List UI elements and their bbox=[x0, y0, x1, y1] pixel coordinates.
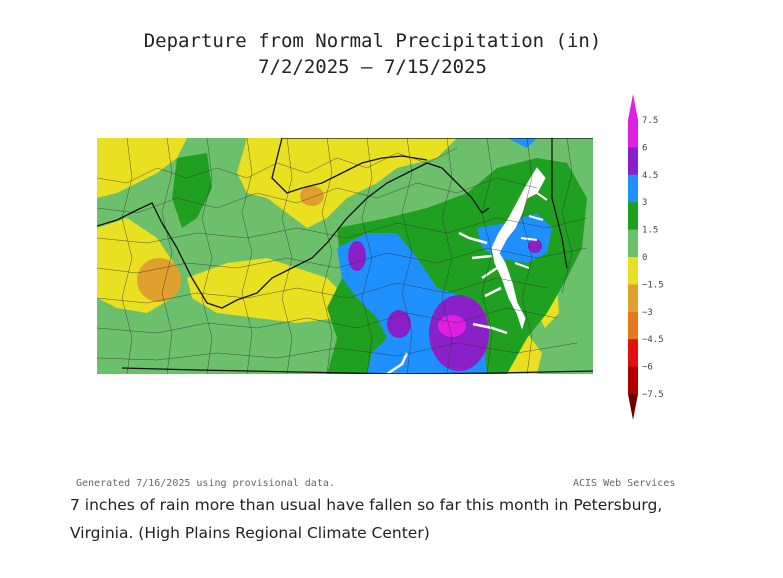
region-dark-green-north bbox=[172, 153, 212, 228]
region-orange-north bbox=[300, 186, 324, 206]
region-purple-bay bbox=[528, 239, 542, 253]
bay-inlet bbox=[386, 231, 508, 374]
region-yellow-northwest bbox=[97, 138, 187, 198]
legend-swatch bbox=[628, 174, 638, 203]
legend-swatch bbox=[628, 202, 638, 231]
source-credit: ACIS Web Services bbox=[573, 478, 676, 489]
legend-swatch bbox=[628, 229, 638, 258]
legend-swatch bbox=[628, 257, 638, 285]
color-legend: 7.5 6 4.5 3 1.5 0 −1.5 −3 −4.5 −6 −7.5 bbox=[628, 94, 664, 420]
legend-swatch bbox=[628, 284, 638, 313]
legend-swatch bbox=[628, 120, 638, 148]
generated-note: Generated 7/16/2025 using provisional da… bbox=[76, 478, 335, 489]
map-title-line1: Departure from Normal Precipitation (in) bbox=[143, 30, 602, 52]
precipitation-map bbox=[97, 138, 593, 374]
legend-swatch bbox=[628, 311, 638, 340]
legend-labels: 7.5 6 4.5 3 1.5 0 −1.5 −3 −4.5 −6 −7.5 bbox=[642, 116, 664, 400]
region-yellow-central bbox=[187, 258, 347, 323]
legend-label: 4.5 bbox=[642, 171, 658, 181]
state-boundaries bbox=[97, 138, 593, 374]
region-blue-northeast bbox=[507, 138, 537, 148]
legend-label: −7.5 bbox=[642, 390, 664, 400]
legend-label: 7.5 bbox=[642, 116, 658, 126]
legend-label: −3 bbox=[642, 308, 653, 318]
map-title-line2: 7/2/2025 – 7/15/2025 bbox=[258, 56, 487, 78]
legend-label: 3 bbox=[642, 198, 647, 208]
legend-color-bar bbox=[628, 94, 638, 420]
bay-eastern-shore bbox=[514, 192, 548, 269]
region-purple-west bbox=[348, 241, 366, 271]
legend-label: −1.5 bbox=[642, 280, 664, 290]
legend-bottom-arrow bbox=[628, 394, 638, 420]
legend-swatch bbox=[628, 366, 638, 395]
legend-label: −4.5 bbox=[642, 335, 664, 345]
region-yellow-north bbox=[237, 138, 457, 228]
legend-label: 0 bbox=[642, 253, 647, 263]
legend-label: −6 bbox=[642, 363, 653, 373]
legend-swatch bbox=[628, 147, 638, 176]
region-orange-west bbox=[137, 258, 181, 302]
chesapeake-bay bbox=[491, 167, 546, 330]
legend-top-arrow bbox=[628, 94, 638, 120]
image-caption: 7 inches of rain more than usual have fa… bbox=[70, 496, 663, 542]
legend-label: 6 bbox=[642, 143, 647, 153]
legend-label: 1.5 bbox=[642, 226, 658, 236]
legend-swatch bbox=[628, 339, 638, 368]
region-magenta-peak bbox=[438, 315, 466, 337]
